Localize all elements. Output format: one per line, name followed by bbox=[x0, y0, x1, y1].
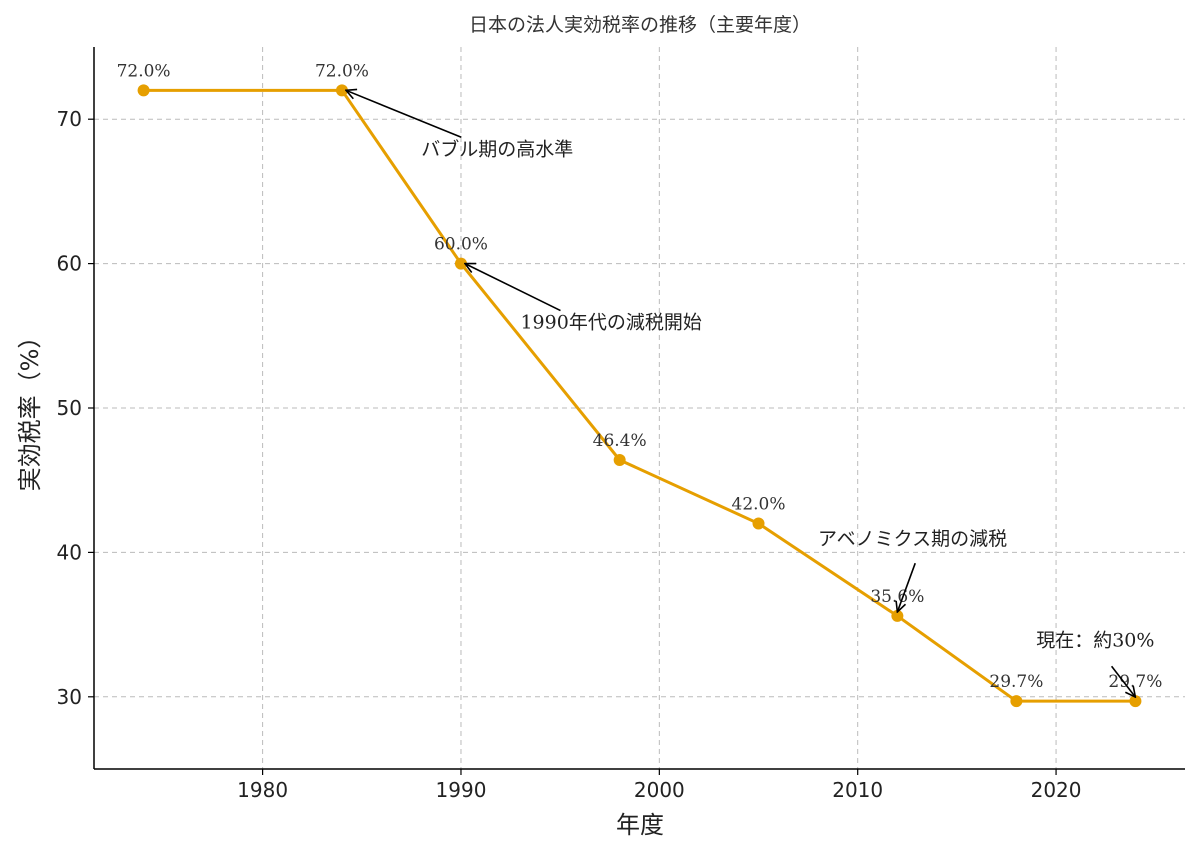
y-tick-label: 60 bbox=[57, 252, 82, 276]
annotation-arrow bbox=[346, 90, 462, 139]
x-axis-label: 年度 bbox=[616, 811, 664, 839]
annotation-text: バブル期の高水準 bbox=[421, 137, 573, 160]
annotation-text: 現在：約30% bbox=[1036, 629, 1154, 651]
chart-title: 日本の法人実効税率の推移（主要年度） bbox=[469, 14, 811, 36]
data-label: 46.4% bbox=[593, 431, 647, 451]
annotation-text: アベノミクス期の減税 bbox=[818, 528, 1007, 550]
y-tick-label: 40 bbox=[57, 540, 82, 564]
data-label: 60.0% bbox=[434, 235, 488, 255]
annotation-arrow bbox=[465, 264, 561, 312]
data-label: 72.0% bbox=[315, 61, 369, 81]
y-tick-label: 30 bbox=[57, 685, 82, 709]
x-tick-label: 2000 bbox=[634, 778, 685, 802]
x-tick-label: 2020 bbox=[1031, 778, 1082, 802]
data-point bbox=[613, 453, 626, 466]
data-point bbox=[137, 84, 150, 97]
x-tick-label: 1990 bbox=[436, 778, 487, 802]
data-point bbox=[1010, 695, 1023, 708]
annotation-arrow bbox=[1110, 665, 1136, 697]
series-line bbox=[143, 88, 1136, 703]
data-label: 72.0% bbox=[117, 61, 171, 81]
y-tick-label: 70 bbox=[57, 107, 82, 131]
data-label: 29.7% bbox=[989, 672, 1043, 692]
annotation-arrow bbox=[897, 562, 916, 612]
data-label: 29.7% bbox=[1108, 672, 1162, 692]
y-tick-label: 50 bbox=[57, 396, 82, 420]
data-label: 42.0% bbox=[732, 495, 786, 515]
y-axis-label: 実効税率（%） bbox=[16, 325, 44, 492]
data-label: 35.6% bbox=[870, 587, 924, 607]
annotation-text: 1990年代の減税開始 bbox=[520, 312, 701, 334]
data-point bbox=[752, 517, 765, 530]
x-tick-label: 1980 bbox=[237, 778, 288, 802]
x-tick-label: 2010 bbox=[832, 778, 883, 802]
